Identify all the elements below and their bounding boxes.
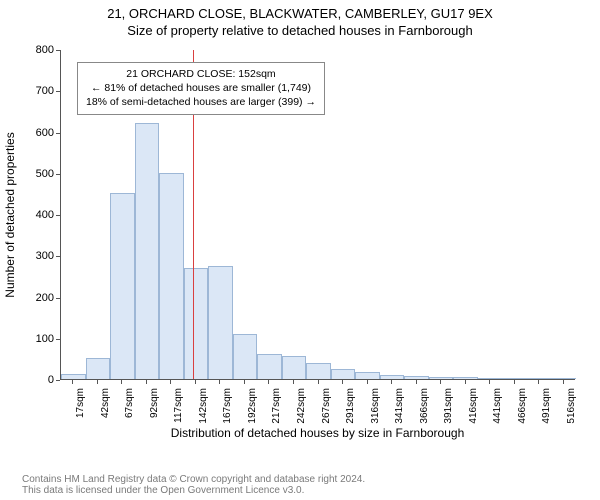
histogram-bar [257,354,282,379]
x-tick-mark [538,380,539,384]
footer-attribution: Contains HM Land Registry data © Crown c… [0,474,600,496]
footer-line2: This data is licensed under the Open Gov… [22,485,600,496]
histogram-bar [527,378,552,379]
histogram-chart: Number of detached properties 21 ORCHARD… [0,40,600,444]
y-tick-label: 700 [0,85,54,97]
x-tick-label: 42sqm [100,388,111,418]
x-tick-mark [416,380,417,384]
histogram-bar [184,268,209,379]
address-title: 21, ORCHARD CLOSE, BLACKWATER, CAMBERLEY… [0,6,600,21]
callout-line3: 18% of semi-detached houses are larger (… [86,95,316,109]
histogram-bar [380,375,405,379]
y-tick-label: 400 [0,209,54,221]
x-tick-label: 117sqm [173,388,184,423]
histogram-bar [306,363,331,380]
x-tick-label: 17sqm [75,388,86,418]
histogram-bar [233,334,258,379]
callout-line1: 21 ORCHARD CLOSE: 152sqm [86,67,316,81]
x-tick-label: 416sqm [468,388,479,424]
callout-line2: ← 81% of detached houses are smaller (1,… [86,81,316,95]
x-tick-mark [72,380,73,384]
histogram-bar [429,377,454,379]
x-tick-mark [146,380,147,384]
x-tick-label: 316sqm [370,388,381,424]
x-tick-label: 167sqm [222,388,233,424]
x-tick-mark [465,380,466,384]
histogram-bar [404,376,429,379]
x-tick-mark [293,380,294,384]
y-tick-mark [56,133,60,134]
y-tick-label: 800 [0,44,54,56]
y-tick-mark [56,91,60,92]
histogram-bar [502,378,527,379]
x-tick-label: 242sqm [296,388,307,424]
y-tick-label: 100 [0,333,54,345]
x-tick-label: 366sqm [419,388,430,424]
x-tick-label: 516sqm [566,388,577,424]
subtitle: Size of property relative to detached ho… [0,23,600,38]
x-tick-mark [219,380,220,384]
x-tick-mark [489,380,490,384]
x-tick-label: 92sqm [149,388,160,418]
histogram-bar [86,358,111,379]
x-tick-mark [367,380,368,384]
x-tick-mark [195,380,196,384]
x-tick-label: 67sqm [124,388,135,418]
x-tick-label: 142sqm [198,388,209,424]
histogram-bar [110,193,135,379]
x-tick-label: 341sqm [394,388,405,424]
footer-line1: Contains HM Land Registry data © Crown c… [22,474,600,485]
x-tick-label: 217sqm [271,388,282,424]
x-tick-mark [514,380,515,384]
histogram-bar [478,378,503,379]
y-tick-mark [56,298,60,299]
y-tick-label: 0 [0,374,54,386]
y-tick-label: 300 [0,250,54,262]
y-tick-mark [56,215,60,216]
x-tick-mark [391,380,392,384]
x-tick-mark [97,380,98,384]
y-tick-mark [56,380,60,381]
x-tick-label: 192sqm [247,388,258,424]
x-tick-mark [563,380,564,384]
histogram-bar [208,266,233,379]
histogram-bar [331,369,356,379]
histogram-bar [453,377,478,379]
x-tick-label: 267sqm [321,388,332,424]
x-tick-label: 491sqm [541,388,552,424]
x-axis-label: Distribution of detached houses by size … [60,426,575,440]
histogram-bar [355,372,380,379]
x-tick-mark [342,380,343,384]
x-tick-mark [170,380,171,384]
x-tick-mark [318,380,319,384]
y-tick-mark [56,50,60,51]
title-block: 21, ORCHARD CLOSE, BLACKWATER, CAMBERLEY… [0,0,600,38]
y-tick-mark [56,339,60,340]
x-tick-mark [440,380,441,384]
y-tick-mark [56,256,60,257]
x-tick-label: 391sqm [443,388,454,424]
x-tick-mark [268,380,269,384]
x-tick-label: 441sqm [492,388,503,424]
histogram-bar [135,123,160,379]
histogram-bar [159,173,184,379]
x-tick-mark [121,380,122,384]
x-tick-label: 291sqm [345,388,356,424]
y-tick-label: 500 [0,168,54,180]
x-tick-label: 466sqm [517,388,528,424]
callout-box: 21 ORCHARD CLOSE: 152sqm ← 81% of detach… [77,62,325,115]
plot-area: 21 ORCHARD CLOSE: 152sqm ← 81% of detach… [60,50,575,380]
x-tick-mark [244,380,245,384]
y-tick-label: 600 [0,127,54,139]
y-tick-mark [56,174,60,175]
y-tick-label: 200 [0,292,54,304]
histogram-bar [551,378,576,379]
histogram-bar [61,374,86,379]
histogram-bar [282,356,307,379]
